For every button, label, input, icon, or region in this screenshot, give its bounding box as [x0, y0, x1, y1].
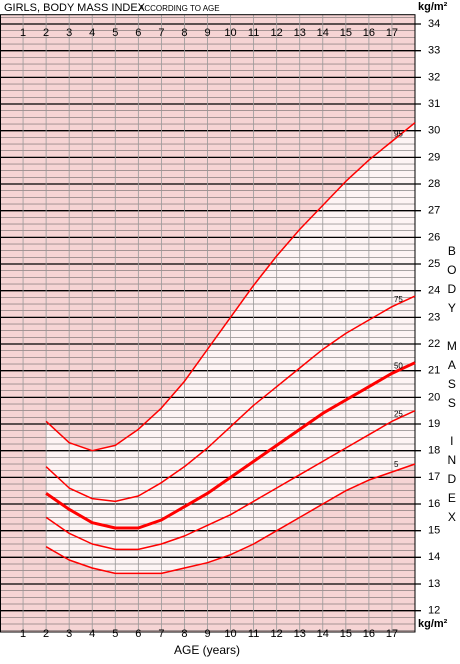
- x-tick-label: 10: [224, 27, 236, 39]
- plot-frame: [0, 14, 416, 633]
- y-tick-label: 28: [428, 178, 440, 190]
- y-tick-label: 15: [428, 525, 440, 537]
- y-tick-label: 21: [428, 365, 440, 377]
- x-tick-label: 4: [89, 27, 95, 39]
- chart-subtitle: ACCORDING TO AGE: [139, 4, 220, 13]
- y-tick-label: 26: [428, 231, 440, 243]
- x-tick-label: 1: [20, 628, 26, 640]
- y-tick-label: 14: [428, 551, 440, 563]
- x-tick-label: 14: [317, 628, 329, 640]
- x-tick-label: 13: [294, 628, 306, 640]
- x-tick-label: 6: [135, 628, 141, 640]
- x-tick-label: 7: [158, 27, 164, 39]
- x-tick-label: 5: [112, 628, 118, 640]
- x-tick-label: 4: [89, 628, 95, 640]
- x-axis-label: AGE (years): [174, 643, 240, 657]
- percentile-curve: [45, 295, 416, 503]
- percentile-curve: [45, 409, 416, 551]
- y-unit: kg/m²: [418, 618, 448, 630]
- x-tick-label: 17: [386, 628, 398, 640]
- x-tick-label: 6: [135, 27, 141, 39]
- x-tick-label: 2: [43, 628, 49, 640]
- x-tick-label: 17: [386, 27, 398, 39]
- curve-label: 75: [394, 295, 403, 304]
- percentile-curve: [45, 361, 416, 530]
- y-tick-label: 31: [428, 98, 440, 110]
- x-tick-label: 16: [363, 628, 375, 640]
- x-tick-label: 5: [112, 27, 118, 39]
- x-tick-label: 15: [340, 628, 352, 640]
- x-tick-label: 12: [271, 628, 283, 640]
- y-unit: kg/m²: [418, 1, 448, 13]
- x-tick-label: 16: [363, 27, 375, 39]
- percentile-curve: [45, 122, 416, 452]
- curve-label: 50: [394, 361, 403, 370]
- x-tick-label: 3: [66, 628, 72, 640]
- y-tick-label: 16: [428, 498, 440, 510]
- y-tick-label: 27: [428, 205, 440, 217]
- y-tick-label: 34: [428, 18, 440, 30]
- y-tick-label: 33: [428, 45, 440, 57]
- y-tick-label: 22: [428, 338, 440, 350]
- y-tick-label: 23: [428, 311, 440, 323]
- y-tick-label: 30: [428, 125, 440, 137]
- percentile-curve: [45, 463, 416, 575]
- x-tick-label: 8: [181, 628, 187, 640]
- x-tick-label: 7: [158, 628, 164, 640]
- y-tick-label: 19: [428, 418, 440, 430]
- curve-label: 5: [394, 460, 399, 469]
- x-tick-label: 9: [204, 628, 210, 640]
- x-tick-label: 8: [181, 27, 187, 39]
- y-tick-label: 25: [428, 258, 440, 270]
- y-tick-label: 32: [428, 71, 440, 83]
- curve-label: 25: [394, 409, 403, 418]
- y-tick-label: 18: [428, 445, 440, 457]
- x-tick-label: 13: [294, 27, 306, 39]
- y-tick-label: 12: [428, 605, 440, 617]
- y-tick-label: 13: [428, 578, 440, 590]
- y-tick-label: 24: [428, 285, 440, 297]
- x-tick-label: 12: [271, 27, 283, 39]
- y-axis-label: BODY MASS INDEX: [445, 244, 459, 529]
- x-tick-label: 11: [248, 628, 259, 640]
- x-tick-label: 9: [204, 27, 210, 39]
- x-tick-label: 10: [224, 628, 236, 640]
- y-tick-label: 20: [428, 391, 440, 403]
- curve-label: 95: [394, 129, 403, 138]
- x-tick-label: 11: [248, 27, 259, 39]
- x-tick-label: 1: [20, 27, 26, 39]
- x-tick-label: 15: [340, 27, 352, 39]
- chart-title: GIRLS, BODY MASS INDEX: [4, 2, 146, 14]
- x-tick-label: 14: [317, 27, 329, 39]
- x-tick-label: 2: [43, 27, 49, 39]
- y-tick-label: 17: [428, 471, 440, 483]
- x-tick-label: 3: [66, 27, 72, 39]
- y-tick-label: 29: [428, 151, 440, 163]
